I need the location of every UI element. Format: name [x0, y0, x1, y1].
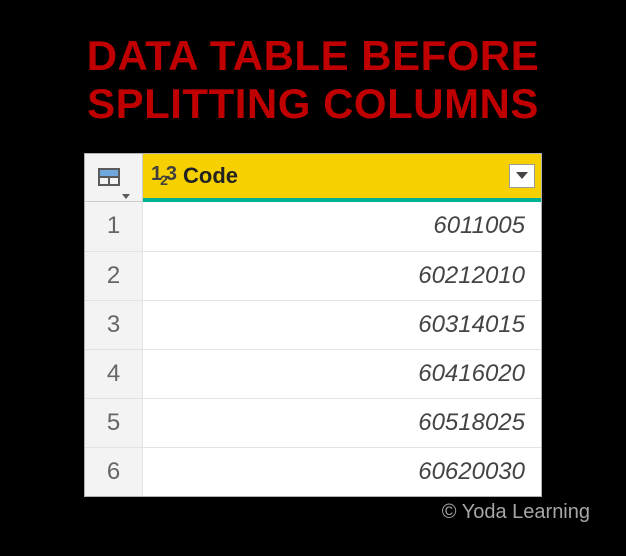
row-number: 1: [85, 202, 143, 251]
credit-text: © Yoda Learning: [0, 497, 626, 524]
number-type-icon: 123: [151, 163, 175, 188]
cell-code: 60314015: [143, 301, 541, 349]
table-row[interactable]: 260212010: [85, 251, 541, 300]
chevron-down-icon: [516, 172, 528, 179]
row-number: 6: [85, 448, 143, 496]
page-title: DATA TABLE BEFORE SPLITTING COLUMNS: [0, 0, 626, 129]
column-filter-button[interactable]: [509, 164, 535, 188]
cell-code: 60212010: [143, 252, 541, 300]
row-number: 3: [85, 301, 143, 349]
cell-code: 60620030: [143, 448, 541, 496]
row-number: 2: [85, 252, 143, 300]
row-number: 4: [85, 350, 143, 398]
table-icon: [98, 168, 120, 186]
table-row[interactable]: 460416020: [85, 349, 541, 398]
data-table: 123 Code 1601100526021201036031401546041…: [84, 153, 542, 497]
column-label: Code: [183, 163, 238, 189]
column-header-code[interactable]: 123 Code: [143, 154, 541, 202]
cell-code: 60416020: [143, 350, 541, 398]
chevron-down-icon: [122, 194, 130, 199]
row-number: 5: [85, 399, 143, 447]
title-line-2: SPLITTING COLUMNS: [0, 80, 626, 128]
table-row[interactable]: 16011005: [85, 202, 541, 251]
title-line-1: DATA TABLE BEFORE: [0, 32, 626, 80]
table-header-row: 123 Code: [85, 154, 541, 202]
table-row[interactable]: 660620030: [85, 447, 541, 496]
cell-code: 60518025: [143, 399, 541, 447]
table-row[interactable]: 360314015: [85, 300, 541, 349]
cell-code: 6011005: [143, 202, 541, 251]
table-corner-menu[interactable]: [85, 154, 143, 202]
table-row[interactable]: 560518025: [85, 398, 541, 447]
